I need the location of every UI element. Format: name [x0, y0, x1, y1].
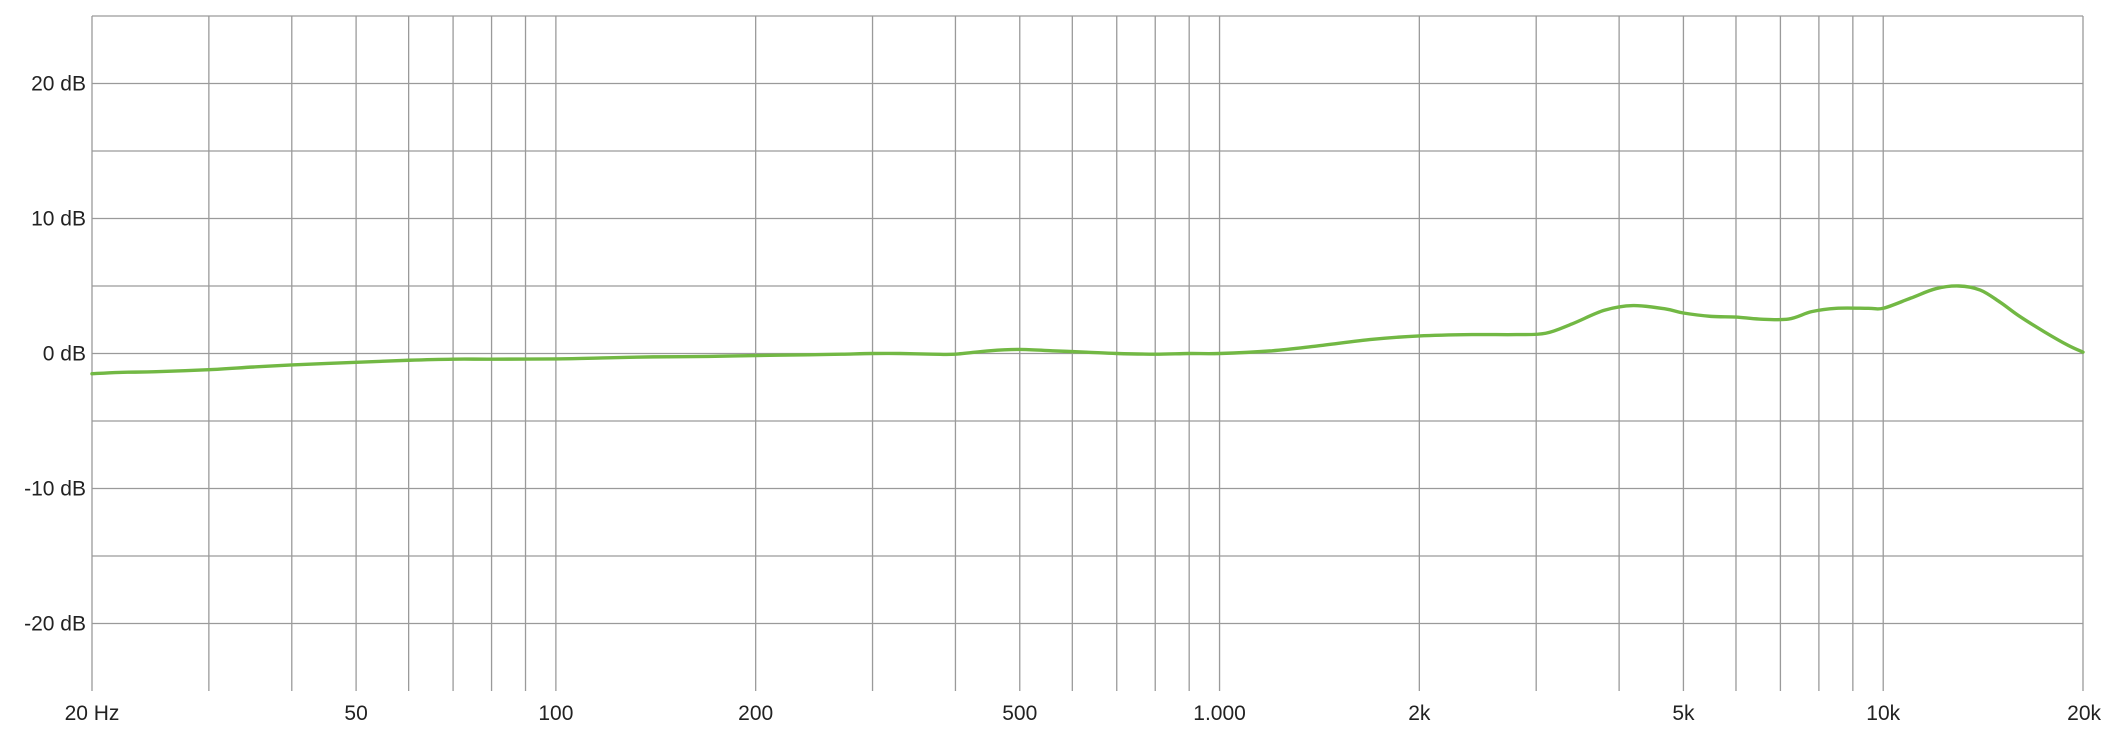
x-tick-label: 2k: [1408, 702, 1431, 725]
x-tick-label: 200: [738, 702, 773, 725]
x-tick-label: 100: [538, 702, 573, 725]
x-tick-label: 500: [1002, 702, 1037, 725]
y-tick-label: -20 dB: [24, 613, 86, 636]
x-tick-label: 50: [344, 702, 367, 725]
y-tick-label: 0 dB: [43, 343, 86, 366]
y-tick-label: 20 dB: [31, 73, 86, 96]
x-tick-label: 10k: [1866, 702, 1900, 725]
x-axis-labels: 20 Hz 50 100 200 500 1.000 2k 5k 10k 20k: [65, 702, 2102, 725]
grid: [91, 15, 2084, 691]
y-tick-label: -10 dB: [24, 478, 86, 501]
x-tick-label: 20k: [2067, 702, 2101, 725]
y-axis-labels: 20 dB 10 dB 0 dB -10 dB -20 dB: [24, 73, 86, 636]
series-layer: [90, 284, 2085, 376]
x-tick-label: 1.000: [1193, 702, 1246, 725]
response-curve: [90, 284, 2085, 376]
x-tick-label: 5k: [1672, 702, 1695, 725]
x-tick-label: 20 Hz: [65, 702, 120, 725]
y-tick-label: 10 dB: [31, 208, 86, 231]
